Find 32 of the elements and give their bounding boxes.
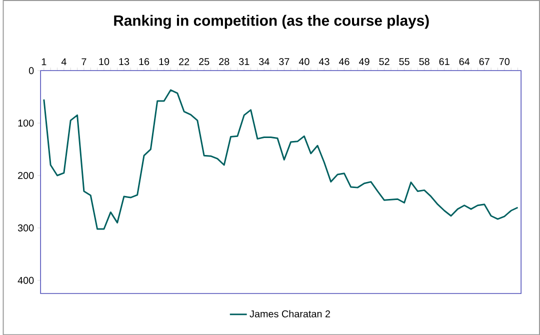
x-tick-label: 43 (318, 58, 330, 66)
x-tick-label: 49 (358, 58, 370, 66)
x-tick-label: 4 (61, 58, 66, 66)
x-tick-label: 28 (219, 58, 230, 66)
x-tick-label: 55 (399, 58, 410, 66)
line-series (43, 89, 518, 230)
x-tick-label: 16 (139, 58, 150, 66)
x-tick-label: 7 (82, 58, 86, 66)
x-tick-label: 13 (119, 58, 130, 66)
x-tick-label: 37 (279, 58, 290, 66)
x-tick-label: 34 (259, 58, 270, 66)
legend-label: James Charatan 2 (250, 310, 330, 318)
y-tick-label: 200 (18, 172, 34, 179)
x-tick-label: 22 (179, 58, 190, 66)
x-tick-label: 52 (379, 58, 390, 66)
x-tick-label: 70 (499, 58, 510, 66)
y-tick-label: 0 (28, 67, 34, 74)
x-tick-label: 46 (338, 58, 350, 66)
x-tick-label: 67 (479, 58, 490, 66)
x-tick-label: 58 (419, 58, 430, 66)
x-tick-label: 1 (42, 58, 46, 66)
x-tick-label: 25 (199, 58, 210, 66)
chart-title: Ranking in competition (as the course plays) (114, 14, 429, 29)
x-tick-label: 61 (439, 58, 450, 66)
x-tick-label: 19 (159, 58, 170, 66)
y-tick-label: 400 (18, 276, 34, 284)
y-tick-label: 300 (18, 224, 34, 232)
x-tick-label: 64 (459, 58, 470, 66)
x-tick-label: 40 (298, 58, 310, 66)
y-tick-label: 100 (18, 119, 34, 126)
x-tick-label: 31 (238, 58, 250, 66)
x-tick-label: 10 (99, 58, 110, 66)
